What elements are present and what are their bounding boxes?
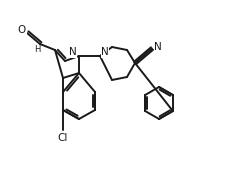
Text: O: O (18, 25, 26, 35)
Text: Cl: Cl (58, 133, 68, 143)
Text: N: N (69, 47, 77, 57)
Text: H: H (34, 44, 40, 53)
Text: N: N (154, 42, 162, 52)
Text: N: N (101, 47, 109, 57)
